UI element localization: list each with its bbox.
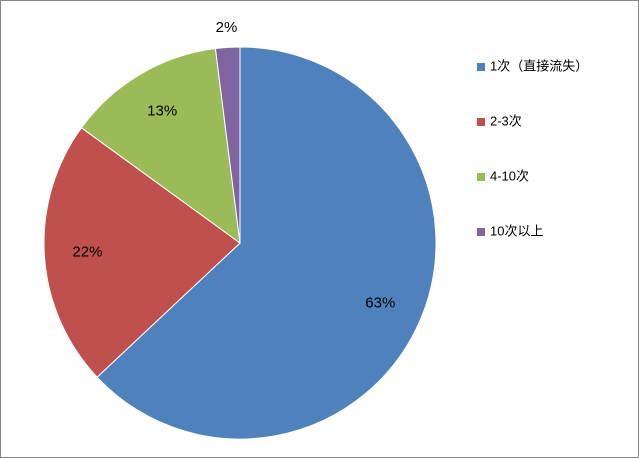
pie-slice bbox=[80, 47, 241, 245]
pie-slice bbox=[43, 127, 241, 378]
pie-slice bbox=[96, 46, 437, 440]
data-label: 63% bbox=[365, 295, 395, 312]
legend-swatch bbox=[477, 63, 485, 71]
legend-label: 4-10次 bbox=[490, 168, 529, 183]
legend-swatch bbox=[477, 118, 485, 126]
legend-swatch bbox=[477, 173, 485, 181]
data-label: 2% bbox=[216, 19, 238, 36]
data-label: 13% bbox=[147, 102, 177, 119]
legend-label: 1次（直接流失） bbox=[490, 58, 588, 73]
data-label: 22% bbox=[72, 244, 102, 261]
legend-label: 2-3次 bbox=[490, 113, 522, 128]
legend-label: 10次以上 bbox=[490, 223, 543, 238]
legend-swatch bbox=[477, 228, 485, 236]
pie-slice bbox=[214, 46, 241, 244]
